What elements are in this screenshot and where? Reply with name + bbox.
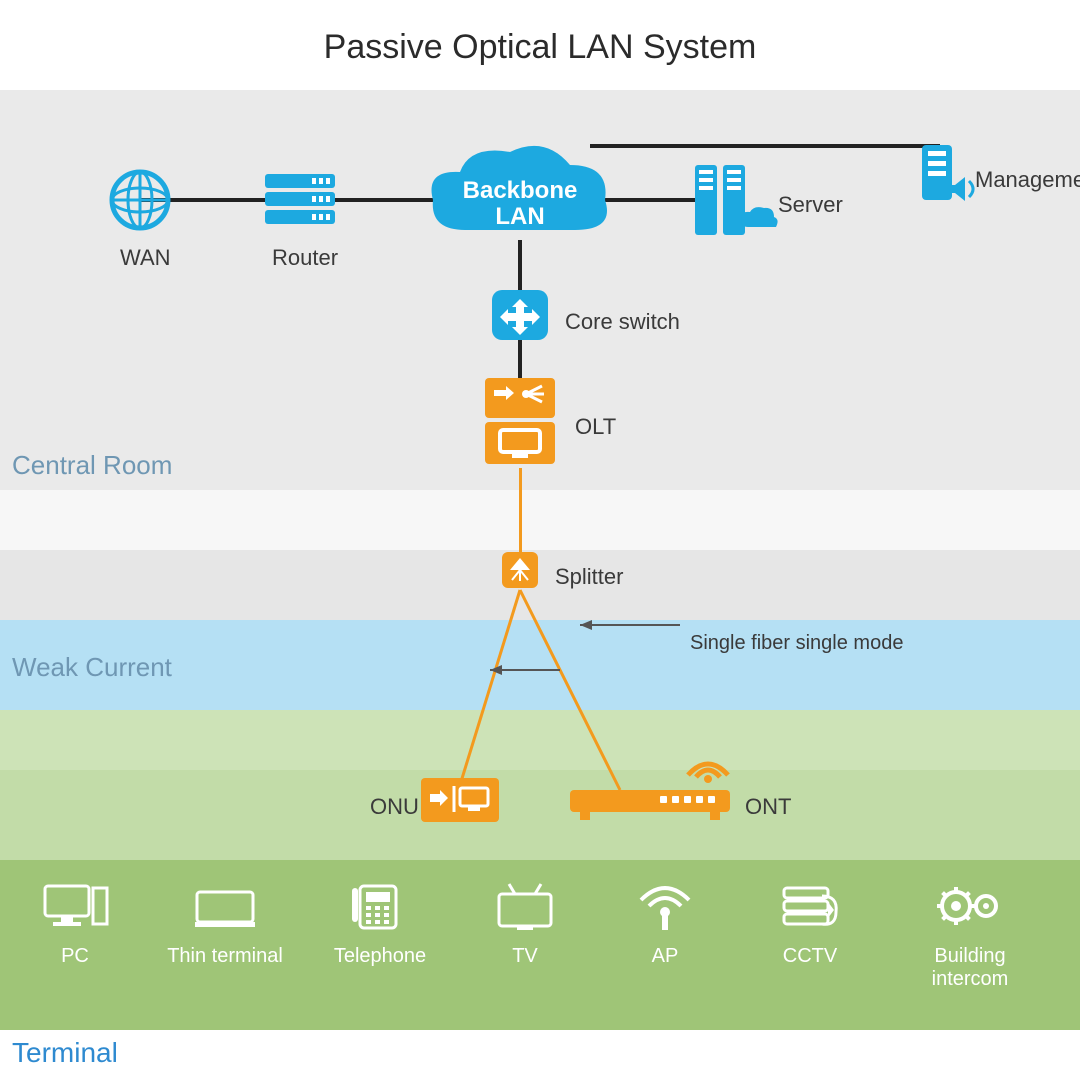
olt-label: OLT [575,414,616,440]
onu-label: ONU [370,794,419,820]
terminal-label: PC [5,945,145,968]
core-switch-label: Core switch [565,309,680,335]
backbone-lan-label: BackboneLAN [460,178,580,230]
wan-label: WAN [120,245,171,271]
splitter-label: Splitter [555,564,623,590]
terminal-label: Telephone [310,945,450,968]
router-label: Router [272,245,338,271]
server-label: Server [778,192,843,218]
terminal-label: TV [455,945,595,968]
terminal-building-intercom: Building intercom [900,878,1040,991]
ont-label: ONT [745,794,791,820]
terminal-label: AP [595,945,735,968]
terminal-label: Thin terminal [155,945,295,968]
ont-icon [570,790,730,812]
terminal-tv: TV [455,878,595,968]
fiber-note: Single fiber single mode [690,632,903,655]
management-label: Management [975,167,1080,193]
terminal-cctv: CCTV [740,878,880,968]
terminal-thin-terminal: Thin terminal [155,878,295,968]
terminal-telephone: Telephone [310,878,450,968]
terminal-label: Building intercom [900,945,1040,991]
terminal-label: CCTV [740,945,880,968]
terminal-pc: PC [5,878,145,968]
terminal-ap: AP [595,878,735,968]
